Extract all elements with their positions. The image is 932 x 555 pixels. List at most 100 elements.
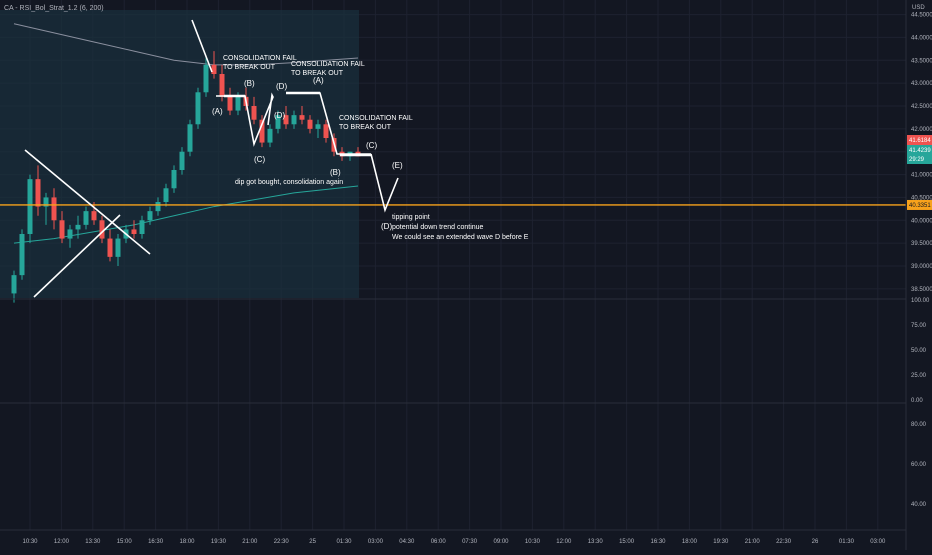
time-tick-label: 26: [812, 539, 819, 545]
time-tick-label: 01:30: [336, 539, 352, 545]
candle-body: [267, 128, 273, 143]
price-tick-label: 43.5000: [911, 58, 932, 64]
price-tick-label: 40.5000: [911, 195, 932, 201]
price-tick-label: 41.0000: [911, 173, 932, 179]
candle-body: [179, 151, 185, 170]
candle-body: [27, 179, 33, 234]
candle-body: [107, 238, 113, 257]
candle-body: [171, 170, 177, 189]
time-tick-label: 18:00: [179, 539, 195, 545]
consolidation-note-2b: TO BREAK OUT: [291, 70, 344, 77]
price-tick-label: 44.0000: [911, 35, 932, 41]
time-tick-label: 04:30: [399, 539, 415, 545]
time-tick-label: 12:00: [556, 539, 572, 545]
candle-body: [211, 64, 217, 74]
time-axis: 10:30 12:00 13:30 15:00 16:30 18:00 19:30 21:00…: [22, 539, 885, 545]
candle-body: [259, 119, 265, 143]
price-tag: [907, 135, 932, 145]
candle-body: [283, 115, 289, 125]
sub-tick-label: 60.00: [911, 462, 927, 468]
rsi-tick-label: 0.00: [911, 398, 923, 404]
time-tick-label: 18:00: [682, 539, 698, 545]
price-tick-label: 40.0000: [911, 218, 932, 224]
time-tick-label: 21:00: [242, 539, 258, 545]
candle-body: [275, 115, 281, 129]
lower-band-line: [13, 185, 359, 244]
price-tick-label: 39.0000: [911, 264, 932, 270]
wave-label-a2: (A): [313, 76, 324, 85]
time-tick-label: 22:30: [274, 539, 290, 545]
time-tick-label: 13:30: [85, 539, 101, 545]
price-tag-label: 41.4239: [909, 148, 931, 154]
price-tick-label: 42.5000: [911, 104, 932, 110]
candle-body: [91, 211, 97, 221]
candle-body: [35, 179, 41, 207]
candle-body: [299, 115, 305, 120]
candle-body: [235, 96, 241, 111]
upper-band-line: [13, 23, 359, 66]
wave-label-d1: (D): [276, 82, 287, 91]
price-tag-label: 29:29: [909, 157, 925, 163]
time-tick-label: 10:30: [525, 539, 541, 545]
time-tick-label: 16:30: [148, 539, 164, 545]
candles: [11, 51, 361, 303]
time-tick-label: 15:00: [619, 539, 635, 545]
triangle-lower-line: [33, 214, 121, 298]
candle-body: [251, 106, 257, 120]
candle-body: [83, 211, 89, 225]
price-tag: [907, 145, 932, 155]
tipping-note-2: potential down trend continue: [392, 224, 484, 231]
wave-label-c1: (C): [254, 155, 265, 164]
candle-body: [195, 92, 201, 125]
wave-label-d2: (D): [381, 222, 392, 231]
indicator-label[interactable]: CA - RSI_Bol_Strat_1.2 (6, 200): [4, 5, 104, 12]
candle-body: [203, 64, 209, 93]
candle-body: [187, 124, 193, 152]
time-tick-label: 15:00: [117, 539, 133, 545]
candle-body: [147, 211, 153, 221]
candle-body: [99, 220, 105, 239]
time-tick-label: 19:30: [211, 539, 227, 545]
time-tick-label: 01:30: [839, 539, 855, 545]
candle-body: [291, 115, 297, 125]
time-tick-label: 03:00: [368, 539, 384, 545]
consolidation-note-1b: TO BREAK OUT: [223, 64, 276, 71]
candle-body: [59, 220, 65, 239]
price-tick-label: 43.0000: [911, 81, 932, 87]
wave-label-b1: (B): [244, 79, 255, 88]
currency-label: USD: [912, 5, 925, 11]
time-tick-label: 16:30: [650, 539, 666, 545]
time-tick-label: 22:30: [776, 539, 792, 545]
wave-label-b2: (B): [330, 168, 341, 177]
candle-body: [75, 224, 81, 230]
candle-body: [323, 124, 329, 138]
sub-tick-label: 40.00: [911, 502, 927, 508]
consolidation-note-1a: CONSOLIDATION FAIL: [223, 55, 297, 62]
time-tick-label: 19:30: [713, 539, 729, 545]
time-tick-label: 10:30: [22, 539, 38, 545]
rsi-axis: 100.00 75.00 50.00 25.00 0.00: [911, 298, 930, 404]
rsi-tick-label: 50.00: [911, 348, 927, 354]
time-tick-label: 13:30: [588, 539, 604, 545]
time-tick-label: 09:00: [493, 539, 509, 545]
wave-label-a1: (A): [212, 107, 223, 116]
candle-body: [11, 275, 17, 294]
drawings: [24, 19, 399, 298]
tipping-note-1: tipping point: [392, 214, 430, 221]
candle-body: [139, 220, 145, 234]
candle-body: [227, 96, 233, 111]
consolidation-note-3b: TO BREAK OUT: [339, 124, 392, 131]
price-tag: [907, 199, 932, 210]
price-tick-label: 42.0000: [911, 127, 932, 133]
wave-label-c2: (C): [366, 141, 377, 150]
candle-body: [115, 238, 121, 257]
time-tick-label: 07:30: [462, 539, 478, 545]
candle-body: [163, 188, 169, 202]
time-tick-label: 03:00: [870, 539, 886, 545]
time-tick-label: 06:00: [431, 539, 447, 545]
candle-body: [51, 197, 57, 221]
rsi-tick-label: 25.00: [911, 373, 927, 379]
bollinger-bands: [13, 23, 359, 244]
